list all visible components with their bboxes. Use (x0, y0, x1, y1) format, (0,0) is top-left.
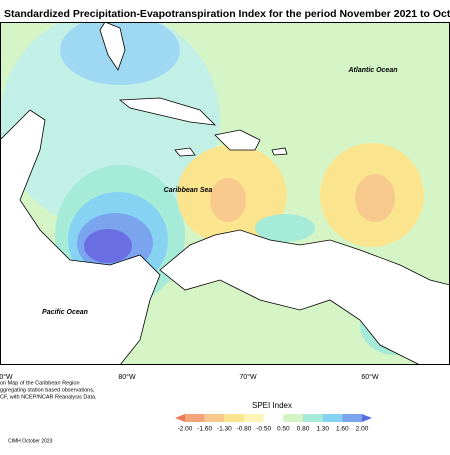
ocean-label: Pacific Ocean (42, 309, 88, 316)
legend-swatch (362, 414, 372, 422)
legend-tick-label: 0.80 (297, 426, 310, 433)
legend-tick-label: -0.80 (237, 426, 252, 433)
legend-swatch (283, 414, 303, 422)
legend-tick-label: -2.00 (178, 426, 193, 433)
land-jamaica (174, 147, 196, 157)
anomaly-area (255, 214, 315, 242)
legend-swatch (224, 414, 244, 422)
longitude-label: 60°W (361, 373, 379, 381)
land-hispaniola (214, 129, 261, 151)
legend-swatch (244, 414, 264, 422)
land-central-america (0, 109, 161, 365)
land-florida (99, 22, 126, 71)
legend-swatch (322, 414, 343, 422)
legend: -2.00 -1.60 -1.30 -0.80 -0.50 0.50 0.80 1.30 1.6… (175, 414, 372, 433)
longitude-labels: 0°W 80°W 70°W 60°W (0, 373, 379, 381)
longitude-label: 0°W (0, 373, 13, 381)
legend-tick-label: -0.50 (256, 426, 271, 433)
land-south-america (159, 229, 450, 365)
longitude-label: 80°W (118, 373, 136, 381)
note-line: on Map of the Caribbean Region (0, 380, 80, 386)
map-title: Standardized Precipitation-Evapotranspir… (4, 8, 450, 20)
notes: on Map of the Caribbean Regionggregating… (0, 380, 97, 400)
map (0, 22, 450, 365)
legend-swatch (204, 414, 225, 422)
sea-label: Caribbean Sea (164, 187, 213, 194)
anomaly-area (355, 174, 395, 222)
credit: CIMH October 2023 (8, 438, 53, 444)
legend-swatch (303, 414, 323, 422)
anomaly-area (0, 22, 220, 230)
land-puerto-rico (271, 147, 288, 156)
anomaly-area (210, 178, 246, 222)
legend-tick-label: 1.30 (316, 426, 329, 433)
legend-tick-label: -1.30 (217, 426, 232, 433)
legend-swatch (185, 414, 205, 422)
legend-tick-label: 2.00 (356, 426, 369, 433)
legend-tick-label: 0.50 (277, 426, 290, 433)
legend-swatch (342, 414, 362, 422)
ocean-label: Atlantic Ocean (347, 67, 397, 74)
longitude-label: 70°W (239, 373, 257, 381)
note-line: ggregating station based observations, (0, 387, 95, 393)
legend-swatch (263, 414, 284, 422)
land-cuba (118, 97, 217, 126)
note-line: CF, with NCEP/NCAR Reanalysis Data. (0, 394, 97, 400)
legend-swatch (175, 414, 185, 422)
legend-tick-label: -1.60 (197, 426, 212, 433)
legend-title: SPEI Index (252, 401, 292, 410)
legend-tick-label: 1.60 (336, 426, 349, 433)
anomaly-area (84, 229, 132, 263)
